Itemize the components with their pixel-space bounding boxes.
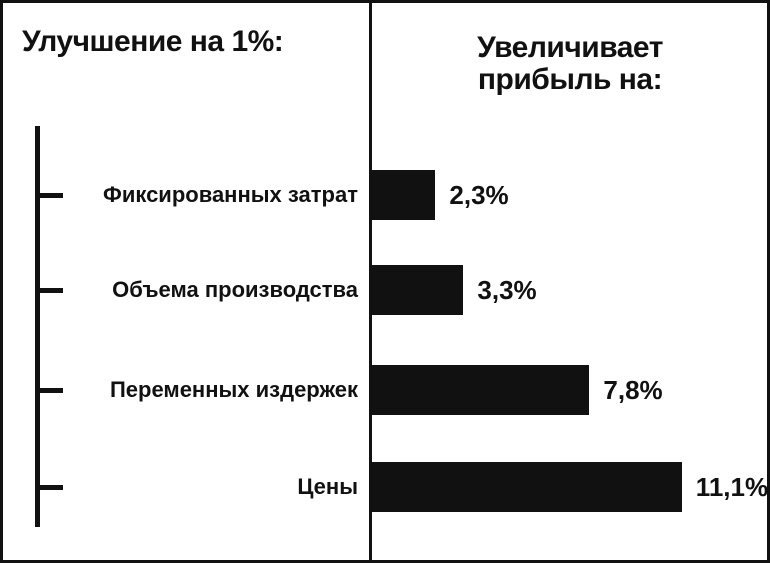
bar [371,462,682,512]
bar-value: 2,3% [449,180,508,211]
header-right: Увеличивает прибыль на: [477,32,663,95]
axis-tick [35,388,63,393]
axis-tick [35,485,63,490]
row-label: Переменных издержек [110,377,358,403]
row-label: Цены [297,474,358,500]
bar [371,170,435,220]
bar [371,265,463,315]
bar [371,365,589,415]
axis-tick [35,288,63,293]
row-label: Фиксированных затрат [103,182,358,208]
left-axis [35,126,40,527]
axis-tick [35,193,63,198]
bar-value: 7,8% [603,375,662,406]
chart-stage: Улучшение на 1%: Увеличивает прибыль на:… [0,0,770,563]
outer-border-left [0,0,3,563]
bar-value: 11,1% [696,472,768,503]
bar-value: 3,3% [477,275,536,306]
outer-border-top [0,0,770,3]
row-label: Объема производства [112,277,358,303]
header-left: Улучшение на 1%: [22,26,283,58]
